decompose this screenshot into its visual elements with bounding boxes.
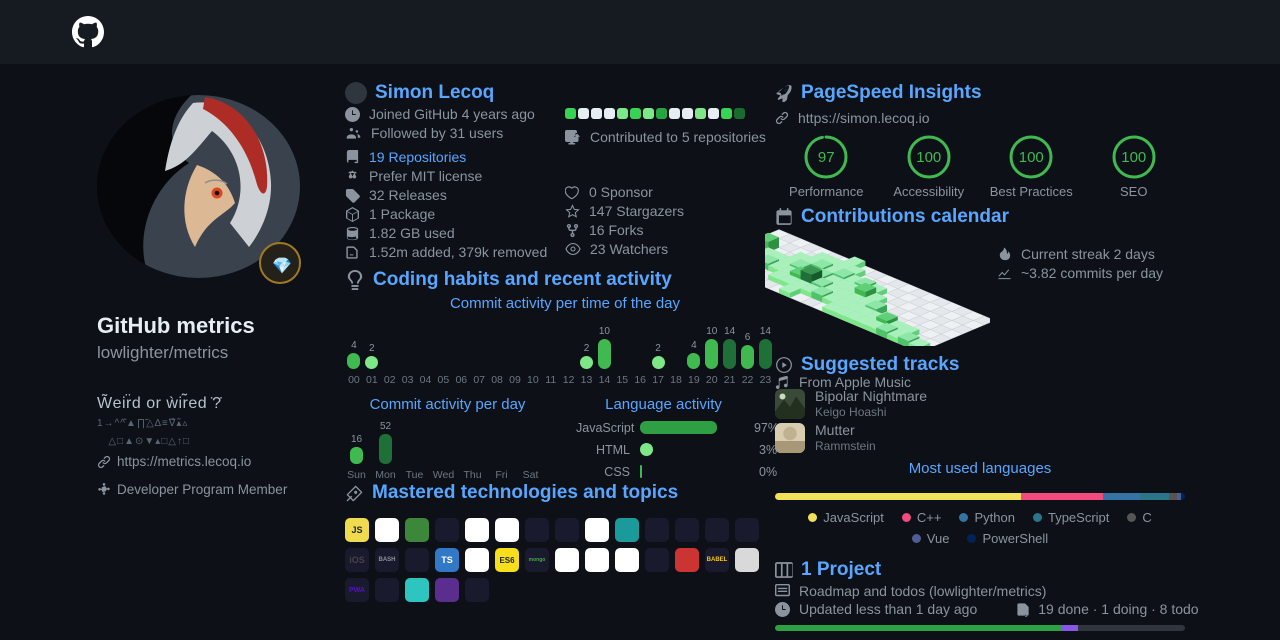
svg-text:💎: 💎 [272, 257, 292, 275]
